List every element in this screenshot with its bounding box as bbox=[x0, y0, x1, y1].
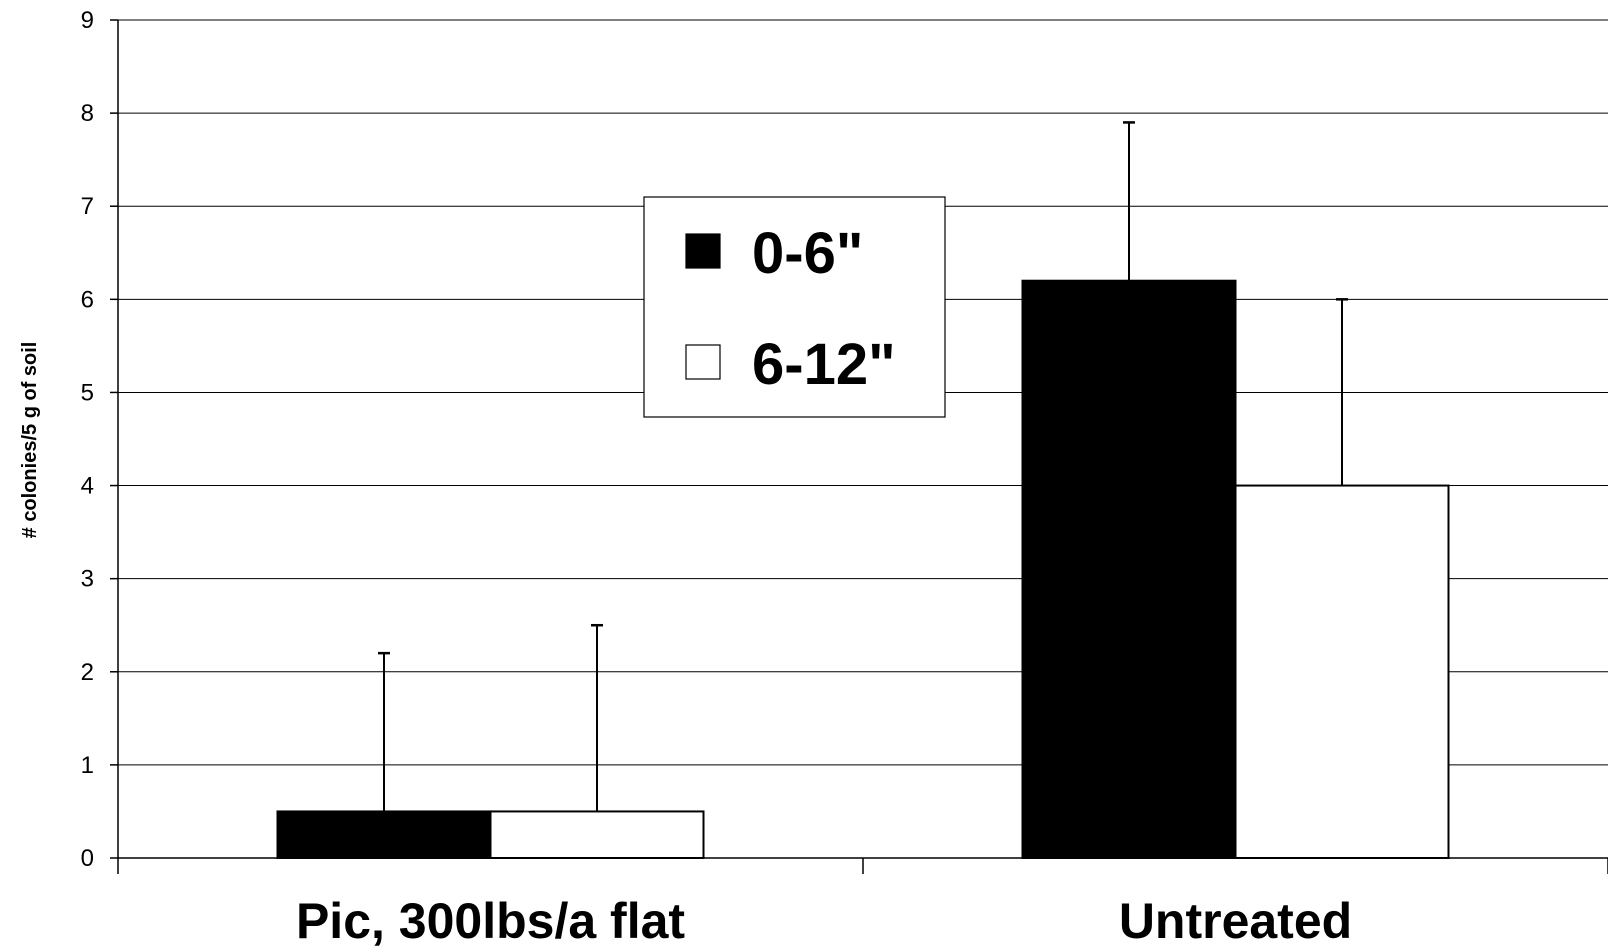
y-tick-label: 0 bbox=[81, 845, 94, 872]
category-label: Untreated bbox=[1119, 893, 1352, 949]
bar bbox=[1234, 484, 1450, 859]
y-tick-label: 5 bbox=[81, 379, 94, 406]
y-tick-label: 8 bbox=[81, 100, 94, 127]
y-tick-label: 7 bbox=[81, 193, 94, 220]
y-tick-label: 9 bbox=[81, 7, 94, 34]
legend-swatch-0-6 bbox=[685, 233, 721, 269]
legend: 0-6" 6-12" bbox=[643, 196, 946, 418]
y-axis-ticks: 0 1 2 3 4 5 6 7 8 9 bbox=[81, 7, 118, 872]
y-tick-label: 1 bbox=[81, 752, 94, 779]
y-tick-label: 3 bbox=[81, 566, 94, 593]
legend-label-6-12: 6-12" bbox=[752, 332, 896, 397]
y-tick-label: 2 bbox=[81, 659, 94, 686]
bar bbox=[489, 810, 705, 860]
bar bbox=[276, 810, 492, 860]
y-tick-label: 4 bbox=[81, 473, 94, 500]
bars bbox=[276, 279, 1450, 860]
y-axis-label: # colonies/5 g of soil bbox=[19, 342, 41, 539]
category-label: Pic, 300lbs/a flat bbox=[296, 893, 685, 949]
category-labels: Pic, 300lbs/a flat Untreated bbox=[296, 893, 1352, 949]
x-axis-ticks bbox=[117, 858, 1608, 874]
legend-label-0-6: 0-6" bbox=[752, 221, 863, 286]
legend-swatch-6-12 bbox=[685, 344, 721, 380]
y-tick-label: 6 bbox=[81, 286, 94, 313]
error-bars bbox=[378, 121, 1348, 812]
bar bbox=[1021, 279, 1237, 859]
